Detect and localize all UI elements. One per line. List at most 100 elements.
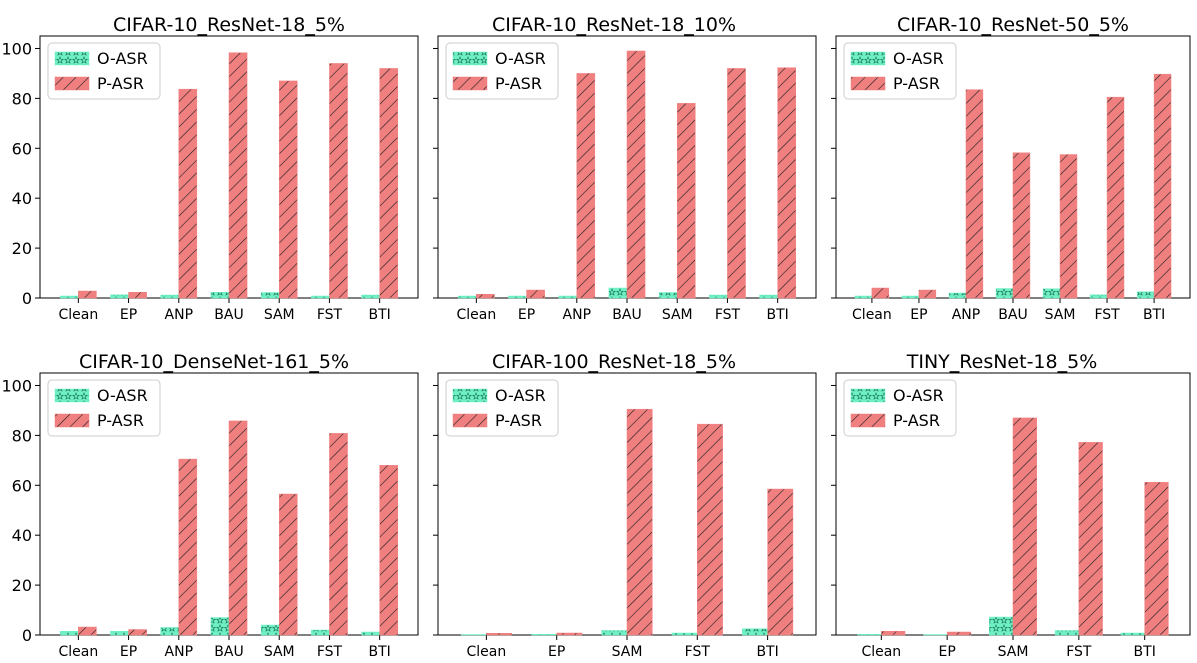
legend-label: P-ASR — [893, 74, 940, 93]
plot-area: 0 20 40 60 80 100 Clean EP ANP BAU SAM FST BTI O-ASR P… — [1, 372, 419, 660]
x-tick-label: FST — [685, 644, 711, 660]
bar-pasr — [965, 89, 984, 299]
legend-label: P-ASR — [97, 411, 144, 430]
x-tick-label: BAU — [998, 307, 1027, 323]
legend-label: O-ASR — [893, 49, 944, 68]
bar-pasr — [871, 287, 890, 299]
x-tick-label: BAU — [214, 644, 243, 660]
bar-oasr — [671, 632, 698, 636]
bar-pasr — [278, 493, 298, 636]
y-tick-label: 100 — [1, 39, 32, 58]
panel-title: CIFAR-100_ResNet-18_5% — [492, 351, 736, 373]
x-tick-label: BTI — [767, 307, 789, 323]
bar-oasr — [854, 295, 873, 299]
x-tick-label: EP — [120, 307, 137, 323]
legend-swatch-pasr — [850, 76, 886, 91]
x-tick-label: SAM — [612, 644, 643, 660]
legend-swatch-pasr — [850, 413, 886, 428]
bar-pasr — [1144, 482, 1169, 636]
bar-oasr — [901, 295, 920, 299]
legend-swatch-pasr — [54, 413, 90, 428]
bar-pasr — [727, 68, 746, 299]
x-tick-label: BAU — [214, 307, 243, 323]
x-tick-label: EP — [120, 644, 137, 660]
bar-pasr — [379, 68, 398, 299]
legend-label: O-ASR — [97, 49, 148, 68]
bar-pasr — [78, 290, 97, 299]
bar-pasr — [476, 294, 495, 299]
bar-oasr — [1136, 291, 1155, 299]
plot-area: Clean EP ANP BAU SAM FST BTI O-ASR P-ASR — [433, 35, 817, 323]
x-tick-label: FST — [317, 644, 343, 660]
legend-label: P-ASR — [495, 74, 542, 93]
bar-oasr — [989, 616, 1014, 636]
y-tick-label: 80 — [12, 89, 32, 108]
y-tick-label: 80 — [12, 426, 32, 445]
panel-cifar10-resnet18-5: CIFAR-10_ResNet-18_5% 0 20 40 60 80 100 Clean E… — [1, 14, 419, 323]
bar-oasr — [1042, 288, 1061, 299]
bar-oasr — [361, 294, 380, 299]
x-tick-label: BTI — [756, 644, 778, 660]
bar-pasr — [556, 632, 583, 636]
legend-swatch-oasr — [452, 388, 488, 403]
bar-oasr — [1120, 632, 1145, 636]
bar-oasr — [709, 294, 728, 299]
x-tick-label: FST — [715, 307, 741, 323]
x-tick-label: SAM — [264, 644, 295, 660]
x-tick-label: Clean — [456, 307, 496, 323]
legend: O-ASR P-ASR — [47, 379, 161, 437]
x-tick-label: SAM — [998, 644, 1029, 660]
bar-oasr — [857, 634, 882, 636]
bar-oasr — [1054, 630, 1080, 636]
bar-oasr — [1089, 294, 1108, 299]
y-tick-label: 60 — [12, 139, 32, 158]
legend-label: P-ASR — [495, 411, 542, 430]
y-tick-label: 20 — [12, 239, 32, 258]
legend-label: O-ASR — [495, 49, 546, 68]
panel-title: CIFAR-10_ResNet-18_10% — [492, 14, 736, 36]
plot-area: Clean EP SAM FST BTI O-ASR P-ASR — [433, 372, 817, 660]
legend: O-ASR P-ASR — [47, 42, 161, 100]
bar-oasr — [311, 629, 330, 636]
bar-pasr — [1078, 442, 1103, 636]
bar-pasr — [626, 50, 646, 299]
panel-title: CIFAR-10_ResNet-50_5% — [897, 14, 1129, 36]
bar-pasr — [767, 488, 794, 636]
legend: O-ASR P-ASR — [843, 42, 957, 100]
bar-oasr — [361, 631, 380, 636]
legend-swatch-pasr — [452, 76, 488, 91]
x-tick-label: BTI — [369, 307, 391, 323]
panel-title: CIFAR-10_DenseNet-161_5% — [79, 351, 349, 373]
bar-oasr — [759, 294, 778, 299]
x-tick-label: EP — [939, 644, 956, 660]
bar-pasr — [486, 633, 512, 636]
bar-pasr — [228, 420, 248, 636]
panel-title: TINY_ResNet-18_5% — [906, 351, 1098, 373]
bar-pasr — [128, 292, 147, 299]
x-tick-label: EP — [518, 307, 535, 323]
x-tick-label: ANP — [952, 307, 981, 323]
y-tick-label: 0 — [22, 289, 32, 308]
legend-swatch-oasr — [850, 51, 886, 66]
bar-oasr — [60, 631, 79, 636]
bar-pasr — [278, 80, 298, 299]
plot-area: 0 20 40 60 80 100 Clean EP ANP BAU SAM FST BTI O-ASR P… — [1, 35, 419, 323]
x-tick-label: Clean — [58, 307, 98, 323]
legend-swatch-oasr — [54, 51, 90, 66]
legend: O-ASR P-ASR — [445, 379, 559, 437]
bar-pasr — [78, 626, 97, 636]
x-tick-label: SAM — [662, 307, 693, 323]
bar-oasr — [210, 617, 230, 636]
y-tick-label: 100 — [1, 376, 32, 395]
bar-pasr — [626, 408, 653, 636]
bar-pasr — [228, 52, 248, 299]
y-tick-label: 60 — [12, 476, 32, 495]
bar-pasr — [777, 67, 796, 299]
bar-oasr — [558, 295, 578, 299]
legend: O-ASR P-ASR — [445, 42, 559, 100]
bar-pasr — [881, 631, 906, 636]
bar-oasr — [601, 630, 628, 636]
x-tick-label: ANP — [563, 307, 592, 323]
plot-area: Clean EP SAM FST BTI O-ASR P-ASR — [831, 372, 1191, 660]
